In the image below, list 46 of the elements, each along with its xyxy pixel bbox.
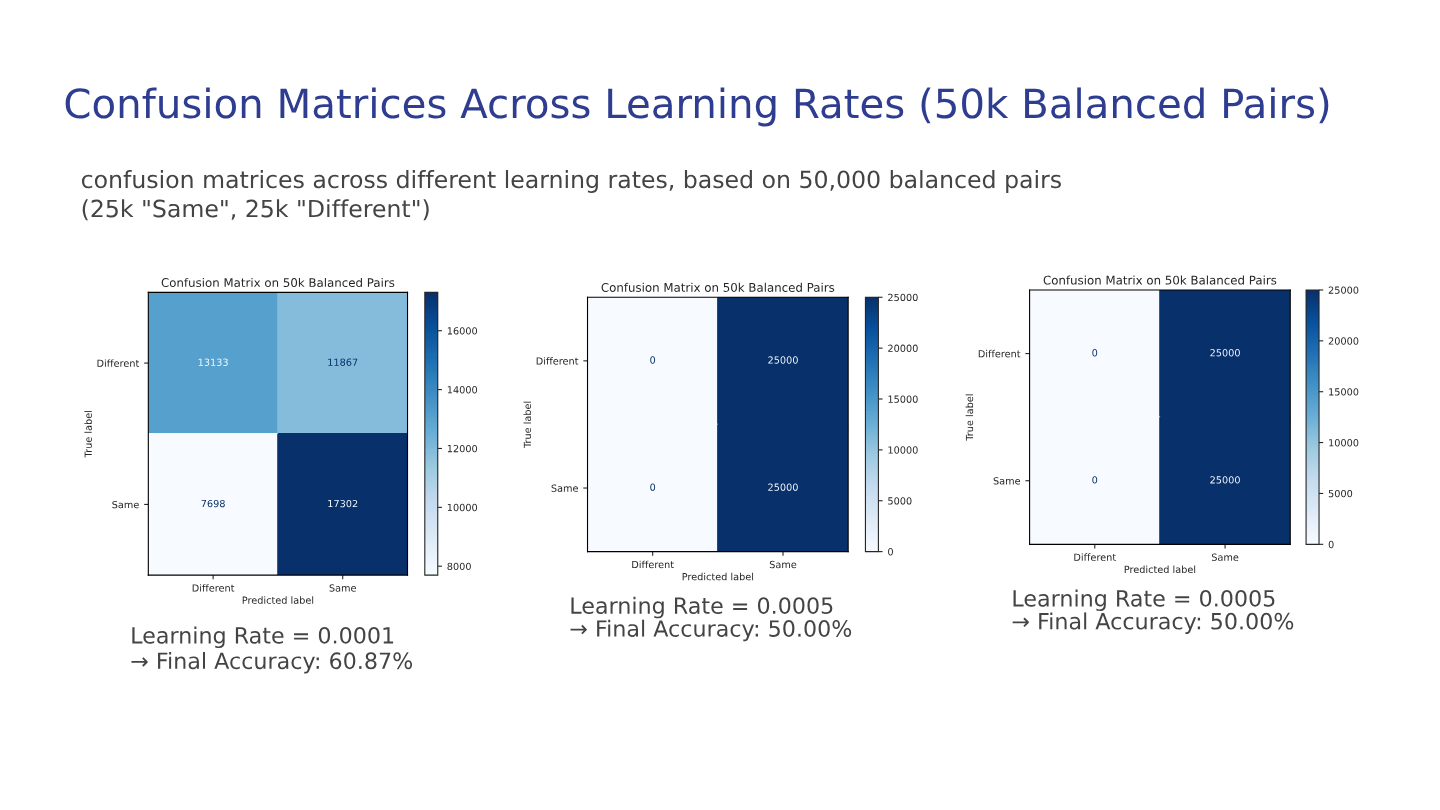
text: → Final Accuracy: 60.87% bbox=[131, 651, 413, 674]
data-label: 11867 bbox=[328, 358, 358, 366]
color-bar-label: 25000 bbox=[1328, 286, 1359, 294]
color-bar-label: 10000 bbox=[888, 446, 918, 454]
color-bar-label: 0 bbox=[888, 548, 893, 556]
chart-title: Confusion Matrix on 50k Balanced Pairs bbox=[601, 282, 835, 292]
color-bar-label: 25000 bbox=[888, 293, 918, 302]
color-bar-label: 8000 bbox=[447, 562, 471, 571]
y-axis-title: True label bbox=[523, 401, 532, 449]
color-bar-label: 15000 bbox=[888, 395, 918, 403]
x-axis-title: Predicted label bbox=[242, 596, 314, 604]
data-label: 13133 bbox=[198, 358, 228, 366]
text: Learning Rate = 0.0005 bbox=[571, 596, 833, 619]
color-bar-label: 10000 bbox=[447, 503, 478, 512]
data-label: 25000 bbox=[768, 483, 798, 491]
color-bar-label: 20000 bbox=[888, 344, 918, 352]
color-bar-label: 0 bbox=[1328, 540, 1334, 549]
color-bar-label: 16000 bbox=[447, 327, 478, 335]
color-bar-label: 15000 bbox=[1329, 388, 1359, 396]
text: confusion matrices across different learning rates, based on 50,000 balanced pairs (25k "Same", 25k "Different") bbox=[81, 170, 1061, 221]
text: Learning Rate = 0.0005 bbox=[1013, 589, 1275, 612]
data-label: 0 bbox=[650, 483, 656, 491]
data-label: 25000 bbox=[768, 356, 798, 364]
chart-title: Confusion Matrix on 50k Balanced Pairs bbox=[1043, 275, 1277, 285]
color-bar-label: 12000 bbox=[447, 444, 478, 453]
color-bar-label: 14000 bbox=[447, 386, 478, 394]
text: → Final Accuracy: 50.00% bbox=[1012, 612, 1294, 634]
x-axis-title: Predicted label bbox=[1124, 565, 1196, 574]
data-label: 17302 bbox=[328, 499, 358, 508]
data-label: 0 bbox=[650, 356, 656, 364]
chart-title: Confusion Matrix on 50k Balanced Pairs bbox=[161, 277, 395, 288]
color-bar-label: 5000 bbox=[1328, 489, 1353, 498]
data-label: 7698 bbox=[201, 499, 225, 508]
color-bar-label: 20000 bbox=[1328, 337, 1359, 345]
text: Confusion Matrices Across Learning Rates (50k Balanced Pairs) bbox=[65, 87, 1329, 127]
y-axis-title: True label bbox=[965, 394, 974, 441]
data-label: 25000 bbox=[1210, 349, 1240, 357]
data-label: 25000 bbox=[1210, 476, 1240, 484]
data-label: 0 bbox=[1092, 476, 1098, 484]
y-axis-title: True label bbox=[84, 411, 92, 458]
color-bar-label: 5000 bbox=[888, 497, 912, 505]
data-label: 0 bbox=[1092, 349, 1098, 357]
text: → Final Accuracy: 50.00% bbox=[570, 619, 852, 642]
color-bar-label: 10000 bbox=[1329, 439, 1359, 447]
text: Learning Rate = 0.0001 bbox=[132, 626, 394, 649]
x-axis-title: Predicted label bbox=[682, 572, 754, 581]
